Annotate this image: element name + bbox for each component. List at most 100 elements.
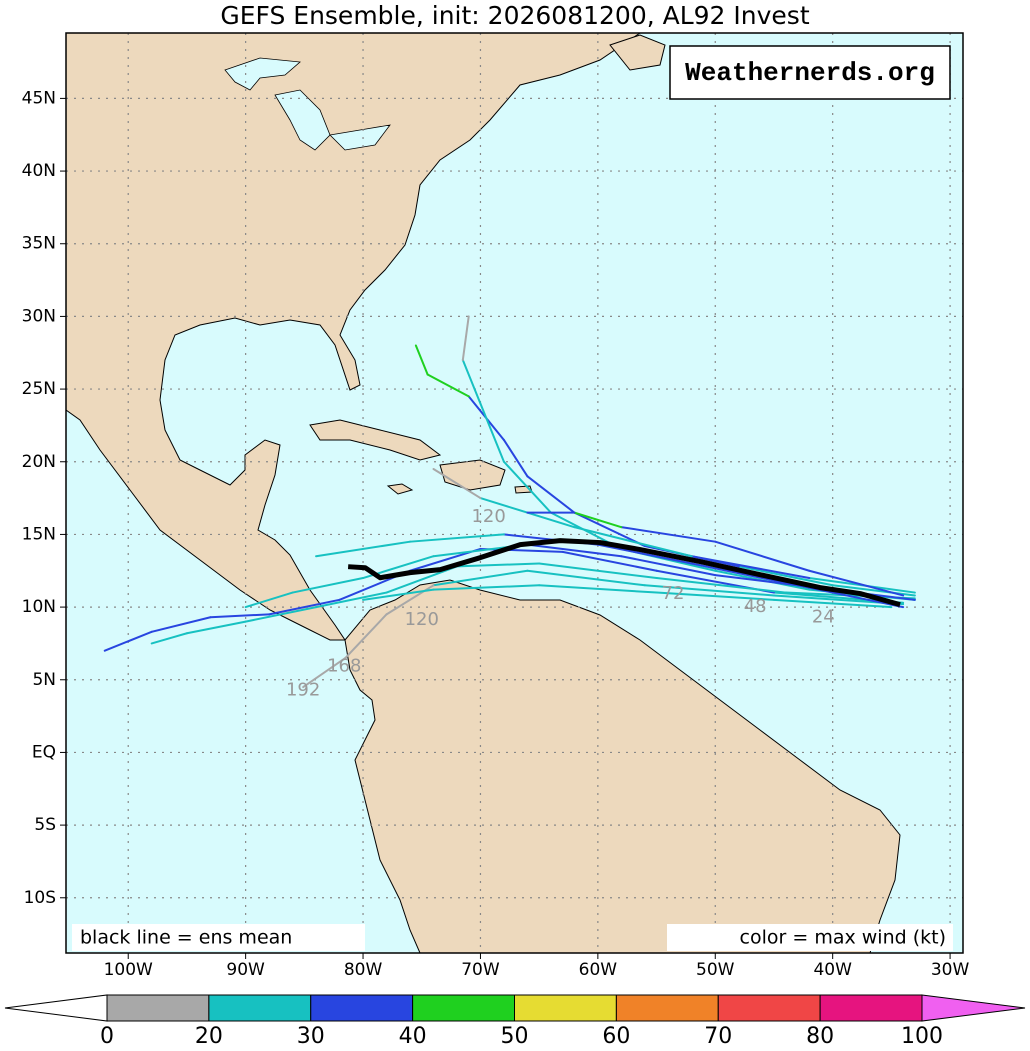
track-segment xyxy=(690,555,811,580)
colorbar-over xyxy=(921,994,1026,1022)
track-segment xyxy=(526,543,623,558)
track-segment xyxy=(185,620,247,635)
hour-label: 192 xyxy=(286,680,320,701)
track-segment xyxy=(573,511,646,548)
hour-label: 120 xyxy=(471,506,505,527)
track-segment xyxy=(432,584,541,591)
x-tick-label: 70W xyxy=(461,960,500,980)
y-tick-label: 40N xyxy=(22,161,56,181)
y-tick-label: 45N xyxy=(22,88,56,108)
colorbar-label: 40 xyxy=(399,1024,427,1049)
x-tick-label: 50W xyxy=(696,960,735,980)
track-segment xyxy=(432,468,482,500)
track-layer: 120 120 168 192 72 48 24 xyxy=(103,315,916,701)
colorbar-bin xyxy=(106,994,210,1022)
y-tick-label: 10N xyxy=(22,597,56,617)
colorbar-bin xyxy=(208,994,312,1022)
colorbar-bin xyxy=(717,994,821,1022)
ensemble-mean-track xyxy=(347,538,901,608)
colorbar-label: 0 xyxy=(100,1024,114,1049)
great-lakes xyxy=(274,89,331,151)
map-frame xyxy=(65,32,964,954)
grid-layer: 100W 90W 80W 70W 60W 50W 40W 30W 45N 40N 35N 30N 25N… xyxy=(22,33,970,980)
colorbar: 0 20 30 40 50 60 70 80 100 xyxy=(4,994,1026,1049)
y-tick-label: EQ xyxy=(32,742,56,762)
track-segment xyxy=(302,656,347,689)
colorbar-under xyxy=(4,994,108,1022)
watermark-box xyxy=(669,45,951,100)
track-segment xyxy=(455,562,541,568)
map-title: GEFS Ensemble, init: 2026081200, AL92 In… xyxy=(220,1,809,30)
track-segment xyxy=(344,613,388,659)
track-segment xyxy=(643,584,775,597)
track-segment xyxy=(526,569,646,587)
track-segment xyxy=(526,475,576,514)
south-america xyxy=(344,579,901,953)
x-tick-label: 60W xyxy=(579,960,618,980)
hour-label: 120 xyxy=(405,609,439,630)
x-tick-label: 30W xyxy=(931,960,970,980)
y-tick-label: 35N xyxy=(22,234,56,254)
track-segment xyxy=(362,588,435,601)
track-segment xyxy=(150,632,188,645)
hour-label: 24 xyxy=(812,606,835,627)
note-box xyxy=(667,924,953,951)
x-tick-label: 80W xyxy=(344,960,383,980)
colorbar-label: 60 xyxy=(602,1024,630,1049)
x-tick-label: 100W xyxy=(104,960,153,980)
track-segment xyxy=(479,402,505,463)
track-segment xyxy=(268,598,341,616)
colorbar-label: 50 xyxy=(501,1024,529,1049)
great-lakes xyxy=(329,124,391,151)
cuba xyxy=(309,419,442,461)
track-segment xyxy=(461,315,470,362)
track-segment xyxy=(409,533,505,543)
track-segment xyxy=(655,577,787,594)
colorbar-bin xyxy=(412,994,515,1022)
track-segment xyxy=(772,598,893,609)
track-segment xyxy=(291,577,365,594)
track-segment xyxy=(426,373,470,398)
track-segment xyxy=(432,569,529,587)
track-segment xyxy=(831,584,916,597)
colorbar-label: 20 xyxy=(195,1024,223,1049)
y-tick-label: 25N xyxy=(22,379,56,399)
note-box xyxy=(72,924,365,951)
colorbar-label: 80 xyxy=(806,1024,834,1049)
note-left: black line = ens mean xyxy=(80,927,292,949)
y-tick-label: 10S xyxy=(24,888,56,908)
track-segment xyxy=(502,460,552,514)
track-segment xyxy=(150,616,212,633)
track-segment xyxy=(502,438,529,478)
track-segment xyxy=(385,565,458,594)
colorbar-bin xyxy=(615,994,719,1022)
track-segment xyxy=(315,540,412,558)
note-right: color = max wind (kt) xyxy=(740,927,946,949)
track-segment xyxy=(737,565,834,587)
track-segment xyxy=(209,613,271,619)
hour-label: 48 xyxy=(744,596,767,617)
watermark: Weathernerds.org xyxy=(685,58,935,88)
track-segment xyxy=(103,630,153,652)
track-segment xyxy=(620,526,717,543)
great-lakes xyxy=(224,57,301,91)
track-segment xyxy=(573,511,623,529)
track-segment xyxy=(690,562,799,587)
y-tick-label: 30N xyxy=(22,306,56,326)
colorbar-bin xyxy=(514,994,617,1022)
x-tick-label: 40W xyxy=(813,960,852,980)
track-segment xyxy=(414,344,429,376)
y-tick-label: 5S xyxy=(34,815,56,835)
track-segment xyxy=(561,550,658,572)
track-segment xyxy=(315,591,388,609)
track-segment xyxy=(714,540,811,572)
track-segment xyxy=(538,562,658,580)
colorbar-label: 100 xyxy=(901,1024,943,1049)
track-segment xyxy=(461,359,482,405)
track-segment xyxy=(244,591,294,609)
jamaica xyxy=(386,483,414,495)
track-segment xyxy=(655,591,775,601)
colorbar-label: 70 xyxy=(704,1024,732,1049)
track-segment xyxy=(573,526,693,558)
